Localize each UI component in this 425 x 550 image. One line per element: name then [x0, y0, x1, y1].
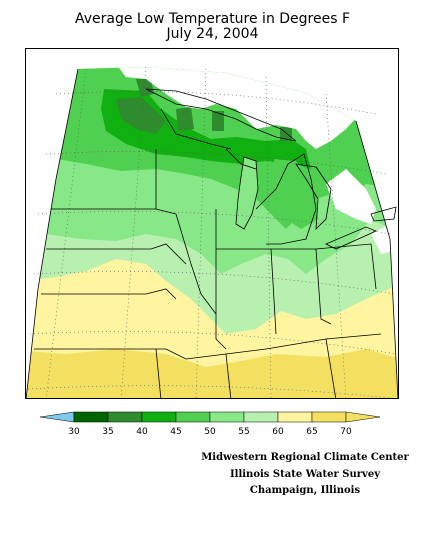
band-35-40-d: [212, 111, 224, 131]
legend-tick-label: 30: [68, 427, 80, 437]
lake-outlines: [145, 88, 397, 250]
credit-org: Midwestern Regional Climate Center: [201, 452, 409, 463]
lake-huron-area: [274, 159, 318, 229]
band-35-40: [116, 97, 166, 134]
legend-swatch: [141, 411, 177, 423]
map-date: July 24, 2004: [166, 26, 259, 42]
legend-swatch: [175, 411, 211, 423]
map-svg: [26, 66, 398, 398]
legend-swatch: [311, 411, 347, 423]
legend-tick-label: 70: [340, 427, 352, 437]
legend-tick-label: 45: [170, 427, 181, 437]
legend-tick-label: 35: [102, 427, 113, 437]
band-35-40-c: [176, 107, 194, 131]
legend-tick-label: 65: [306, 427, 317, 437]
credit-location: Champaign, Illinois: [249, 485, 361, 496]
temperature-map: [25, 48, 399, 399]
color-legend: 30 35 40 45 50 55 60 65 70: [40, 411, 381, 437]
legend-swatch: [277, 411, 313, 423]
legend-tick-label: 55: [238, 427, 249, 437]
band-35-40-b: [136, 79, 154, 97]
legend-swatch: [73, 411, 109, 423]
credit-survey: Illinois State Water Survey: [229, 469, 381, 480]
legend-swatch: [107, 411, 143, 423]
state-boundaries: [26, 68, 398, 398]
map-title: Average Low Temperature in Degrees F: [74, 11, 351, 27]
legend-arrow-high: [345, 411, 381, 423]
legend-tick-label: 60: [272, 427, 284, 437]
legend-swatch: [209, 411, 245, 423]
legend-tick-label: 40: [136, 427, 148, 437]
ontario-blank: [326, 169, 376, 224]
legend-tick-label: 50: [204, 427, 216, 437]
graticule: [27, 66, 397, 398]
legend-arrow-low: [40, 411, 75, 423]
legend-swatch: [243, 411, 279, 423]
